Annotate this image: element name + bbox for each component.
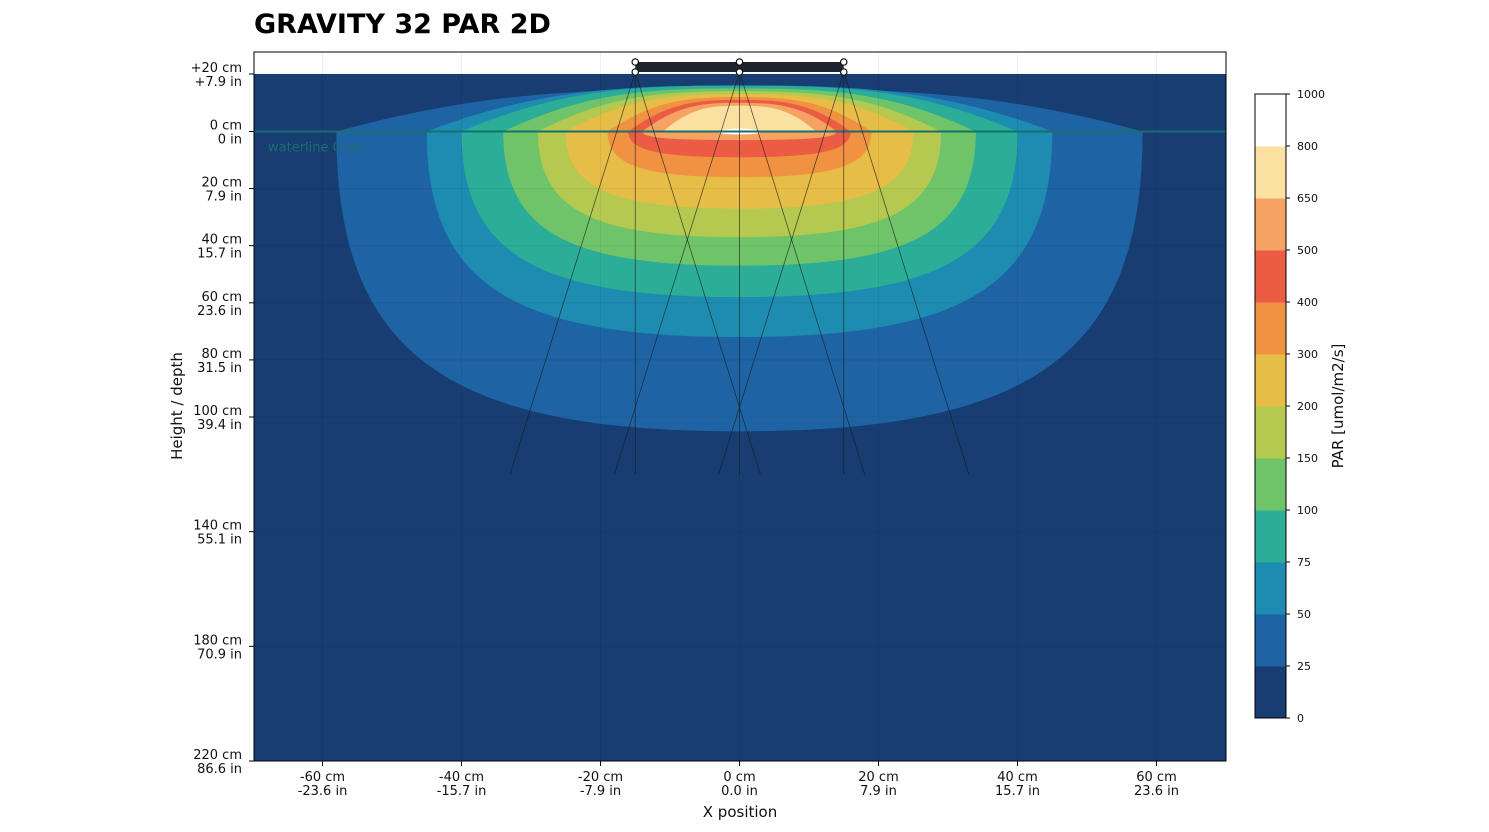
y-tick-label-in: 31.5 in (197, 361, 242, 376)
x-tick-label-in: 7.9 in (860, 784, 897, 799)
x-tick-label-cm: 40 cm (997, 770, 1038, 785)
fixture-node (735, 58, 744, 66)
fixture-bar (635, 62, 844, 72)
x-tick-label-cm: -20 cm (578, 770, 623, 785)
colorbar-band-150 (1255, 406, 1286, 459)
y-axis-label: Height / depth (168, 352, 186, 460)
colorbar-tick-label: 500 (1297, 244, 1318, 257)
y-tick-label-cm: 60 cm (202, 290, 243, 305)
x-tick-label-in: -7.9 in (580, 784, 621, 799)
colorbar-band-200 (1255, 354, 1286, 407)
colorbar-band-800 (1255, 94, 1286, 147)
y-tick: 20 cm7.9 in (202, 176, 254, 205)
colorbar-tick-label: 50 (1297, 608, 1311, 621)
colorbar-tick-label: 75 (1297, 556, 1311, 569)
beam-line (614, 71, 740, 475)
y-tick: 0 cm0 in (210, 119, 254, 148)
y-tick-label-cm: 140 cm (193, 519, 242, 534)
y-tick-label-cm: 80 cm (202, 347, 243, 362)
colorbar-tick-label: 150 (1297, 452, 1318, 465)
y-tick-label-in: +7.9 in (194, 75, 242, 90)
colorbar-tick-label: 1000 (1297, 88, 1325, 101)
colorbar-band-650 (1255, 146, 1286, 199)
colorbar-band-75 (1255, 510, 1286, 563)
y-tick-label-in: 0 in (218, 133, 242, 148)
y-tick-label-cm: 180 cm (193, 633, 242, 648)
colorbar-band-0 (1255, 666, 1286, 719)
y-tick-label-cm: 40 cm (202, 233, 243, 248)
y-tick: +20 cm+7.9 in (191, 61, 254, 90)
x-tick: 20 cm7.9 in (858, 761, 899, 799)
colorbar-tick-label: 800 (1297, 140, 1318, 153)
y-tick-label-cm: 220 cm (193, 748, 242, 763)
beam-line (718, 71, 845, 475)
waterline-label: waterline 0 cm (268, 141, 365, 156)
beam-line (843, 71, 970, 475)
colorbar-label: PAR [umol/m2/s] (1329, 344, 1347, 469)
colorbar-tick-label: 200 (1297, 400, 1318, 413)
x-tick-label-in: 0.0 in (721, 784, 758, 799)
y-tick-label-in: 70.9 in (197, 647, 242, 662)
y-tick-label-in: 23.6 in (197, 304, 242, 319)
y-tick-label-cm: 0 cm (210, 119, 242, 134)
x-tick-label-in: -15.7 in (437, 784, 487, 799)
fixture-node (839, 58, 848, 66)
colorbar-tick-label: 25 (1297, 660, 1311, 673)
colorbar-tick-label: 300 (1297, 348, 1318, 361)
chart-title: GRAVITY 32 PAR 2D (254, 9, 551, 40)
x-tick: -60 cm-23.6 in (298, 761, 348, 799)
fixture-node (631, 68, 640, 76)
colorbar-tick-label: 400 (1297, 296, 1318, 309)
x-tick-label-in: 23.6 in (1134, 784, 1179, 799)
y-tick-label-cm: +20 cm (191, 61, 242, 76)
fixture-node (631, 58, 640, 66)
colorbar-tick-label: 100 (1297, 504, 1318, 517)
colorbar-band-400 (1255, 250, 1286, 303)
y-tick-label-in: 39.4 in (197, 418, 242, 433)
x-tick: -40 cm-15.7 in (437, 761, 487, 799)
x-tick-label-in: -23.6 in (298, 784, 348, 799)
fixture-node (839, 68, 848, 76)
fixture-node (735, 68, 744, 76)
x-tick-label-cm: 60 cm (1136, 770, 1177, 785)
colorbar-band-50 (1255, 562, 1286, 615)
x-tick-label-cm: 0 cm (723, 770, 755, 785)
y-tick-label-in: 15.7 in (197, 247, 242, 262)
colorbar-band-300 (1255, 302, 1286, 355)
colorbar-tick-label: 0 (1297, 712, 1304, 725)
colorbar-band-500 (1255, 198, 1286, 251)
fixture (631, 58, 848, 76)
x-tick: -20 cm-7.9 in (578, 761, 623, 799)
beam-cone-3 (718, 71, 970, 475)
x-tick-label-in: 15.7 in (995, 784, 1040, 799)
y-tick-label-in: 7.9 in (205, 190, 242, 205)
x-axis-label: X position (703, 803, 777, 821)
x-tick-label-cm: 20 cm (858, 770, 899, 785)
y-tick-label-in: 86.6 in (197, 762, 242, 777)
y-tick-label-in: 55.1 in (197, 533, 242, 548)
y-tick-label-cm: 100 cm (193, 404, 242, 419)
x-tick: 0 cm0.0 in (721, 761, 758, 799)
beam-line (509, 71, 636, 475)
colorbar-band-100 (1255, 458, 1286, 511)
x-tick-label-cm: -40 cm (439, 770, 484, 785)
y-tick-label-cm: 20 cm (202, 176, 243, 191)
colorbar-band-25 (1255, 614, 1286, 667)
x-tick-label-cm: -60 cm (300, 770, 345, 785)
colorbar-tick-label: 650 (1297, 192, 1318, 205)
